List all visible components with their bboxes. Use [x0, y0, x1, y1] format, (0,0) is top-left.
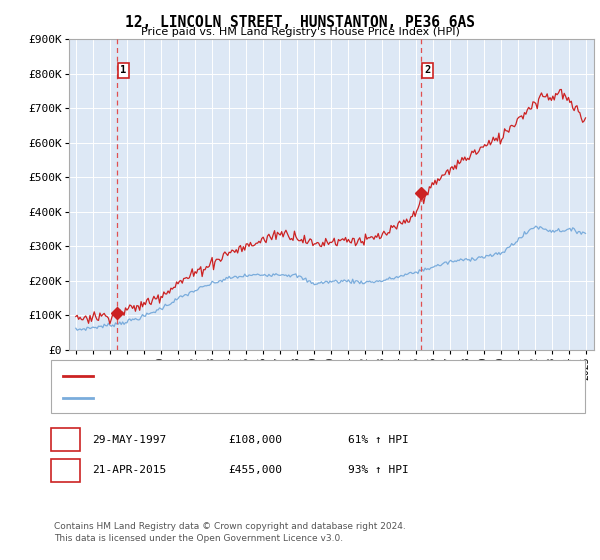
- Text: 2: 2: [62, 465, 69, 475]
- Text: 61% ↑ HPI: 61% ↑ HPI: [348, 435, 409, 445]
- Text: 29-MAY-1997: 29-MAY-1997: [92, 435, 166, 445]
- Text: 12, LINCOLN STREET, HUNSTANTON, PE36 6AS: 12, LINCOLN STREET, HUNSTANTON, PE36 6AS: [125, 15, 475, 30]
- Text: Price paid vs. HM Land Registry's House Price Index (HPI): Price paid vs. HM Land Registry's House …: [140, 27, 460, 37]
- Text: 93% ↑ HPI: 93% ↑ HPI: [348, 465, 409, 475]
- Text: 2: 2: [425, 66, 431, 75]
- Text: 1: 1: [62, 435, 69, 445]
- Text: HPI: Average price, detached house, King’s Lynn and West Norfolk: HPI: Average price, detached house, King…: [99, 393, 444, 403]
- Text: 1: 1: [121, 66, 127, 75]
- Text: £108,000: £108,000: [228, 435, 282, 445]
- Text: 12, LINCOLN STREET, HUNSTANTON, PE36 6AS (detached house): 12, LINCOLN STREET, HUNSTANTON, PE36 6AS…: [99, 371, 437, 381]
- Text: This data is licensed under the Open Government Licence v3.0.: This data is licensed under the Open Gov…: [54, 534, 343, 543]
- Text: £455,000: £455,000: [228, 465, 282, 475]
- Text: Contains HM Land Registry data © Crown copyright and database right 2024.: Contains HM Land Registry data © Crown c…: [54, 522, 406, 531]
- Text: 21-APR-2015: 21-APR-2015: [92, 465, 166, 475]
